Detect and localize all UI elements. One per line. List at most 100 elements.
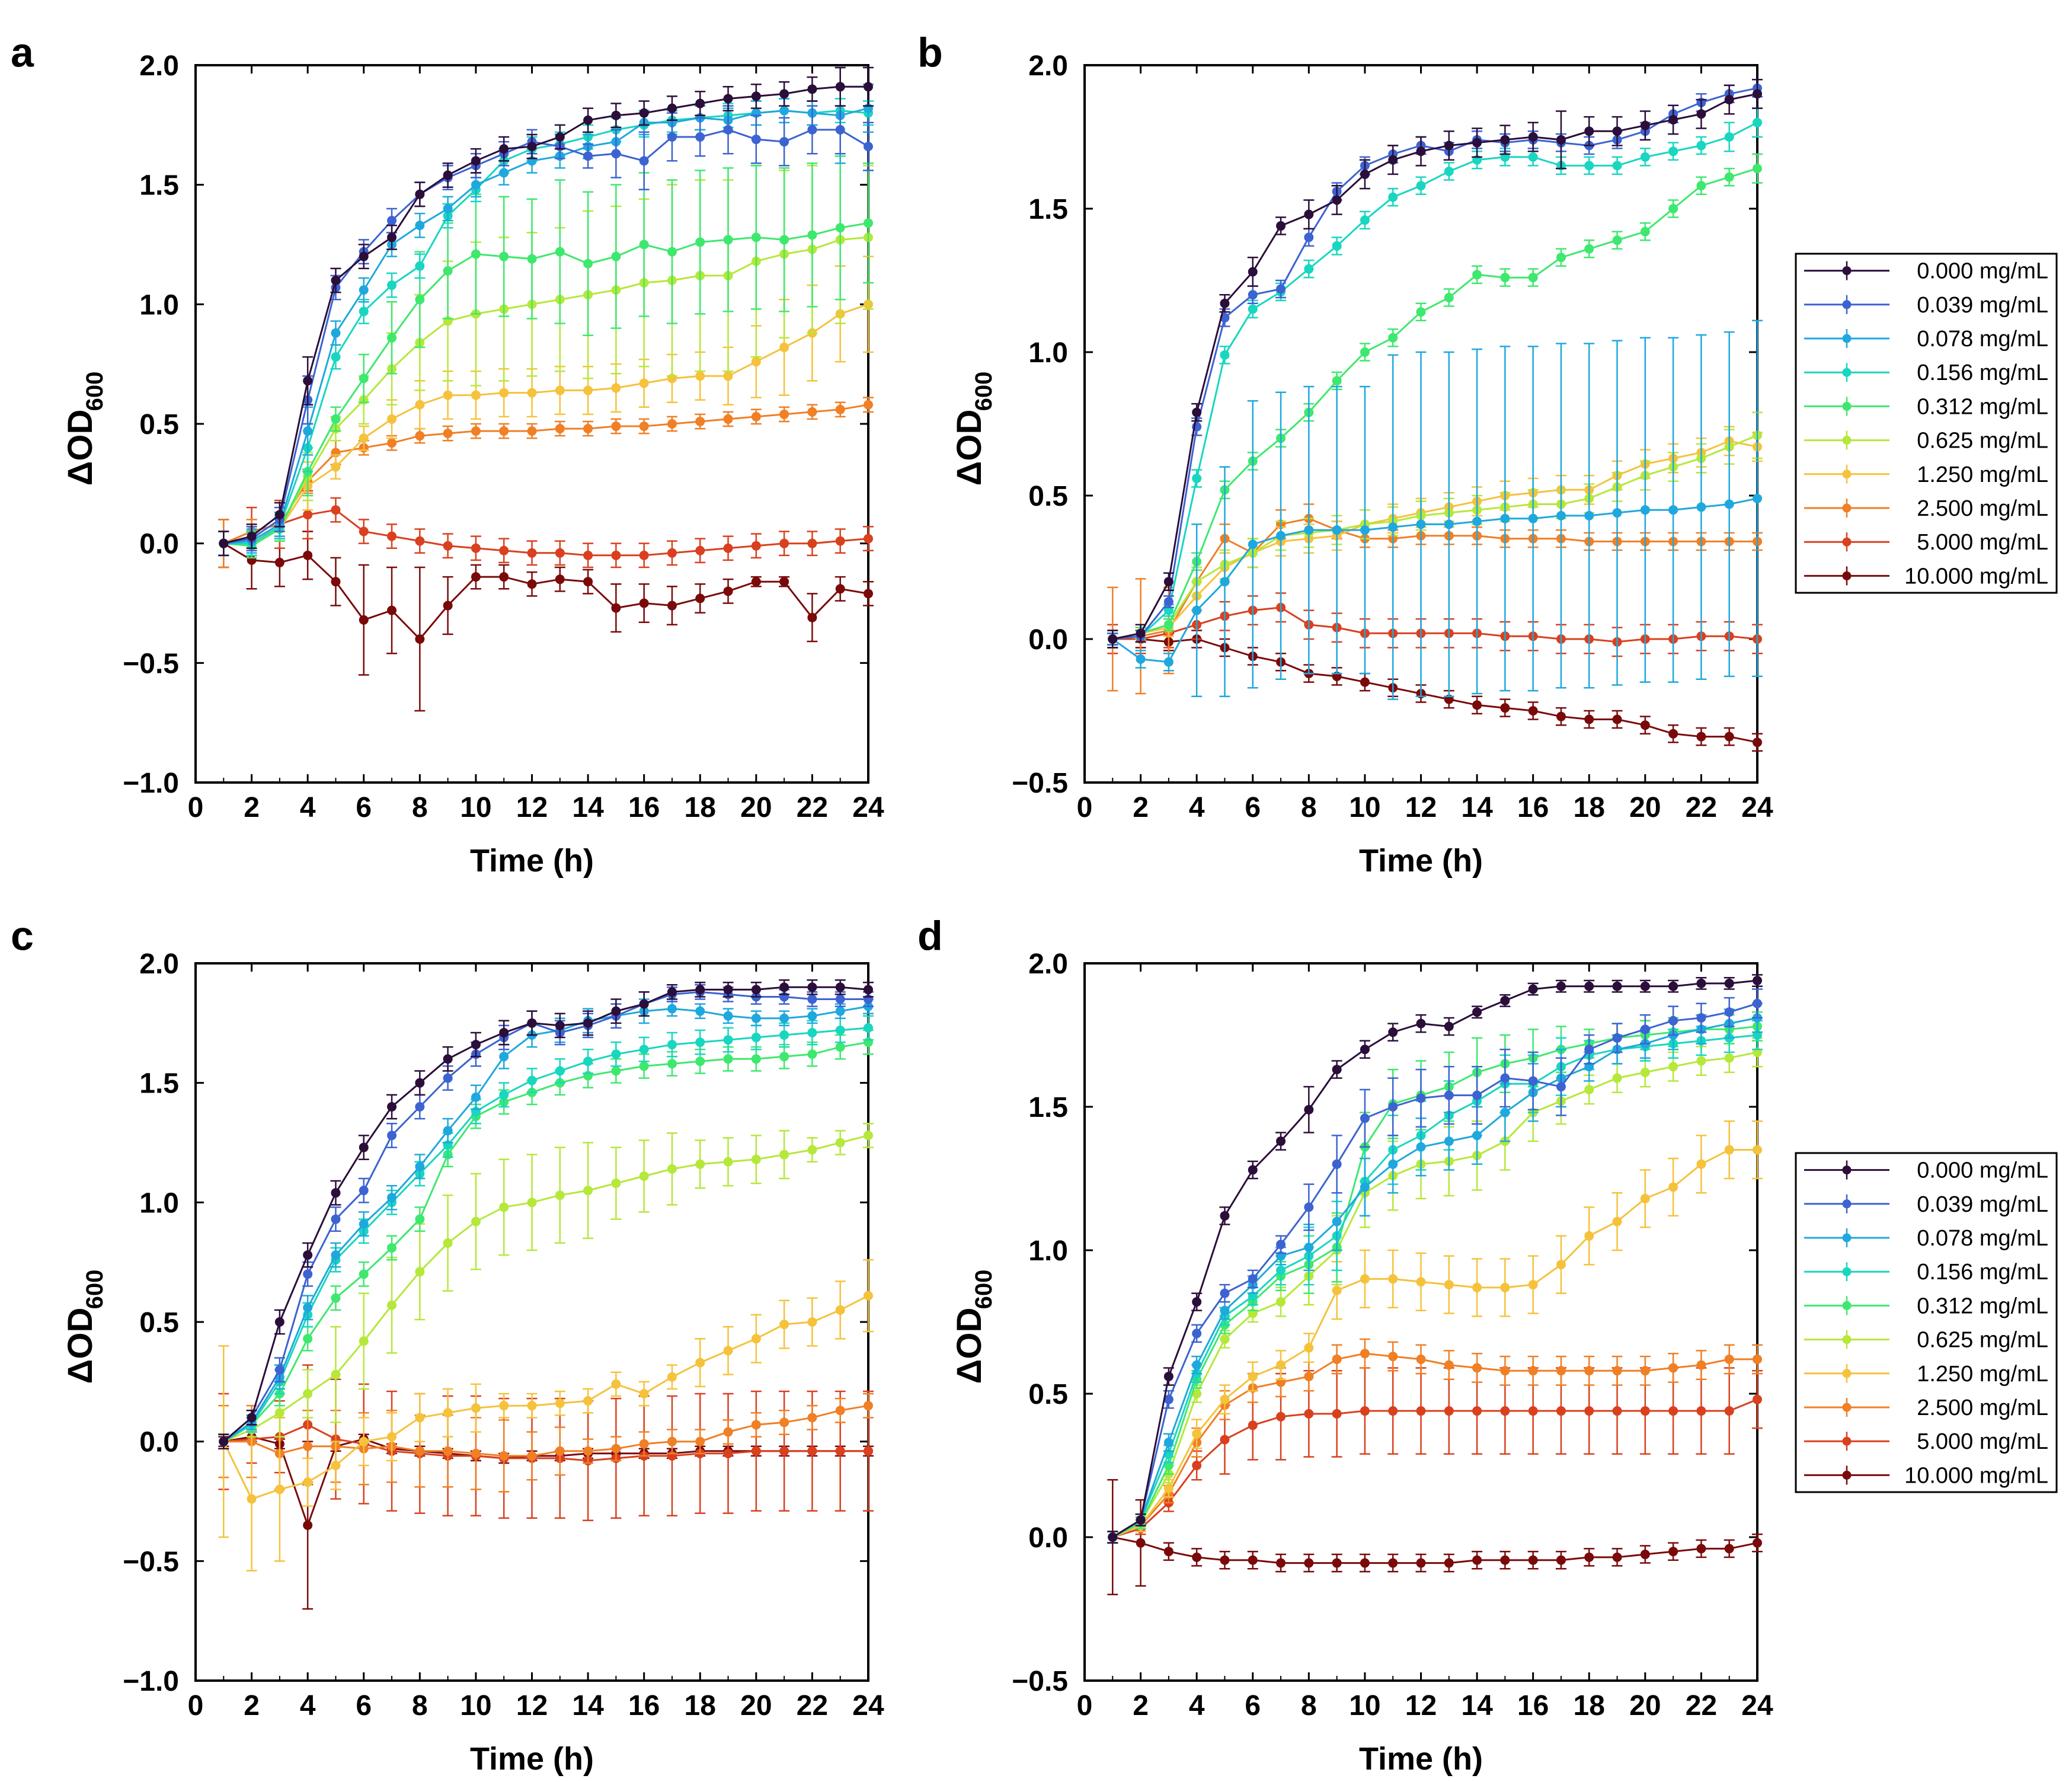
data-point (1163, 1547, 1174, 1557)
data-point (807, 1027, 817, 1037)
data-point (611, 1049, 621, 1059)
data-point (751, 541, 761, 551)
legend-label: 0.156 mg/mL (1917, 1260, 2048, 1285)
legend-item: 2.500 mg/mL (1804, 496, 2048, 521)
x-tick-label: 6 (356, 792, 372, 823)
data-point (1472, 1555, 1482, 1565)
data-point (1612, 981, 1622, 991)
data-point (807, 1145, 817, 1155)
x-tick-label: 12 (516, 792, 548, 823)
data-point (695, 416, 705, 426)
data-point (583, 258, 593, 269)
panel-letter-c: c (11, 912, 34, 959)
data-point (779, 409, 789, 419)
data-point (1556, 711, 1566, 721)
data-point (1388, 1406, 1398, 1416)
data-point (359, 526, 369, 536)
data-point (667, 1059, 677, 1069)
data-point (723, 124, 733, 135)
data-point (443, 204, 453, 213)
x-tick-label: 6 (356, 1690, 372, 1722)
data-point (1360, 215, 1370, 225)
data-point (527, 1197, 537, 1208)
legend-label: 0.000 mg/mL (1917, 1158, 2048, 1183)
data-point (359, 285, 369, 295)
data-point (1192, 1297, 1202, 1307)
data-point (527, 426, 537, 436)
data-point (387, 1130, 397, 1141)
data-point (1612, 1552, 1622, 1562)
data-point (1753, 737, 1762, 748)
data-point (1472, 1007, 1482, 1017)
y-tick-label: 2.0 (139, 50, 179, 82)
data-point (1360, 1349, 1370, 1359)
data-point (1584, 1366, 1594, 1376)
data-point (387, 232, 397, 242)
data-point (1192, 1360, 1202, 1370)
data-point (1724, 95, 1734, 105)
data-point (807, 1446, 817, 1456)
data-point (1416, 1354, 1426, 1364)
data-point (1724, 172, 1734, 182)
data-point (1500, 1406, 1510, 1416)
data-point (1472, 700, 1482, 710)
data-point (1584, 1552, 1594, 1562)
data-point (723, 1346, 733, 1356)
data-point (1388, 1027, 1398, 1037)
y-tick-label: 1.5 (1028, 1092, 1068, 1123)
data-point (1472, 138, 1482, 148)
data-point (723, 543, 733, 553)
series-0-156-mg-mL (218, 98, 874, 557)
data-point (387, 1102, 397, 1112)
x-tick-label: 22 (797, 1690, 828, 1722)
series-0-078-mg-mL (218, 998, 874, 1450)
data-point (1248, 1420, 1258, 1430)
series-2-500-mg-mL (1107, 503, 1763, 695)
data-point (1360, 347, 1370, 357)
data-point (471, 1216, 481, 1227)
legend-swatch-marker (1842, 470, 1852, 479)
data-point (303, 1302, 313, 1312)
series-0-156-mg-mL (1107, 1020, 1763, 1544)
data-point (695, 371, 705, 381)
data-point (387, 333, 397, 343)
data-point (1332, 195, 1342, 205)
data-point (807, 982, 817, 992)
data-point (1220, 577, 1230, 587)
data-point (1753, 976, 1762, 986)
legend-label: 1.250 mg/mL (1917, 462, 2048, 487)
x-tick-label: 0 (188, 1690, 204, 1722)
y-tick-label: 1.0 (139, 289, 179, 321)
data-point (1668, 1182, 1678, 1192)
legend-label: 0.625 mg/mL (1917, 1328, 2048, 1353)
data-point (1696, 1360, 1706, 1370)
data-point (1528, 1366, 1538, 1376)
data-point (387, 216, 397, 226)
series-0-039-mg-mL (218, 984, 874, 1450)
series-10-000-mg-mL (218, 519, 874, 712)
x-tick-label: 24 (1741, 1690, 1773, 1722)
y-tick-label: 1.0 (139, 1187, 179, 1219)
data-point (1500, 703, 1510, 713)
data-point (667, 1436, 677, 1446)
data-point (331, 577, 341, 587)
data-point (1528, 152, 1538, 162)
series-line (223, 1041, 869, 1442)
y-tick-label: 0.0 (139, 1427, 179, 1458)
data-point (527, 1018, 537, 1028)
data-point (1304, 1202, 1314, 1212)
data-point (331, 1293, 341, 1303)
legend-label: 10.000 mg/mL (1904, 564, 2048, 589)
data-point (1640, 1366, 1650, 1376)
data-point (499, 144, 509, 154)
legend-label: 0.312 mg/mL (1917, 394, 2048, 419)
data-point (415, 1078, 425, 1088)
legend-swatch-marker (1842, 1301, 1852, 1310)
data-point (1192, 473, 1202, 483)
data-point (1724, 732, 1734, 742)
series-line (1112, 167, 1758, 640)
legend-swatch-marker (1842, 436, 1852, 445)
data-point (639, 1171, 649, 1181)
x-tick-label: 18 (1574, 1690, 1605, 1722)
data-point (751, 91, 761, 101)
